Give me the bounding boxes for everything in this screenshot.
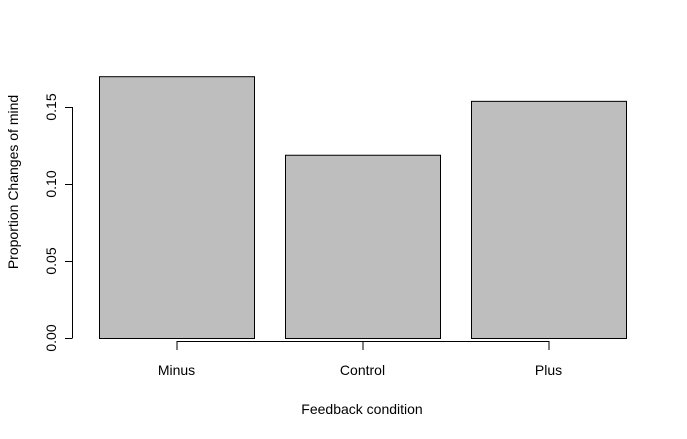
x-tick-label-plus: Plus [535, 362, 562, 378]
y-tick-label: 0.15 [43, 93, 59, 120]
y-tick-label: 0.10 [43, 170, 59, 197]
y-axis-label: Proportion Changes of mind [5, 95, 21, 269]
bar-control [285, 154, 441, 339]
x-tick-label-control: Control [340, 362, 385, 378]
y-axis: 0.00 0.05 0.10 0.15 [43, 93, 73, 352]
bar-minus [99, 76, 255, 339]
bars-layer [99, 76, 627, 339]
bar-plus [471, 100, 627, 339]
x-axis: Minus Control Plus [158, 341, 562, 378]
y-tick-label: 0.05 [43, 247, 59, 274]
x-tick-label-minus: Minus [158, 362, 195, 378]
y-tick-label: 0.00 [43, 324, 59, 351]
x-axis-label: Feedback condition [301, 401, 422, 417]
